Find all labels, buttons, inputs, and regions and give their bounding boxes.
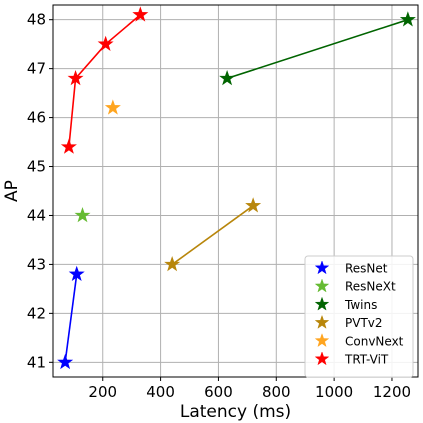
data-point-star — [399, 11, 416, 27]
data-point-star — [57, 353, 74, 370]
series-lines — [64, 14, 409, 363]
y-tick-label: 41 — [27, 353, 46, 371]
x-tick-label: 600 — [204, 383, 233, 401]
legend-label: ConvNext — [345, 334, 404, 348]
legend-label: ResNet — [345, 262, 388, 276]
y-tick-label: 47 — [27, 60, 46, 78]
x-axis-label: Latency (ms) — [180, 402, 291, 422]
series-line — [226, 18, 409, 80]
legend-marker — [314, 333, 330, 348]
legend: ResNet ResNeXt Twins PVTv2 ConvNext TRT-ViT — [304, 255, 414, 378]
y-axis-label: AP — [2, 180, 22, 202]
data-point-star — [104, 99, 121, 115]
series-line — [64, 274, 78, 363]
data-point-star — [60, 138, 77, 154]
legend-marker — [314, 314, 330, 329]
data-point-star — [132, 6, 149, 22]
legend-marker — [314, 296, 330, 311]
x-tick-label: 200 — [88, 383, 117, 401]
legend-marker — [314, 278, 330, 293]
data-point-star — [74, 207, 91, 223]
tick-labels: 200 400 600 800 1000 1200 41 42 43 44 45 46 47 48 — [27, 11, 411, 401]
legend-marker — [314, 260, 330, 275]
legend-label: ResNeXt — [345, 280, 396, 294]
series-markers — [57, 6, 416, 370]
y-tick-label: 46 — [27, 109, 46, 127]
legend-box — [304, 255, 414, 378]
x-tick-label: 800 — [262, 383, 291, 401]
legend-label: PVTv2 — [345, 316, 383, 330]
plot-frame — [52, 4, 419, 378]
data-point-star — [164, 256, 181, 272]
data-point-star — [67, 70, 84, 86]
series-line — [68, 14, 141, 148]
x-tick-label: 400 — [146, 383, 175, 401]
data-point-star — [97, 35, 114, 51]
y-tick-label: 45 — [27, 158, 46, 176]
legend-label: TRT-ViT — [344, 353, 389, 367]
data-point-star — [68, 265, 85, 282]
data-point-star — [219, 70, 236, 86]
legend-label: Twins — [344, 298, 377, 312]
series-line — [171, 205, 254, 266]
data-point-star — [245, 197, 262, 213]
y-tick-label: 44 — [27, 206, 46, 224]
x-tick-label: 1000 — [315, 383, 353, 401]
x-tick-label: 1200 — [373, 383, 411, 401]
legend-marker — [314, 351, 330, 366]
grid — [53, 5, 418, 377]
y-tick-label: 42 — [27, 304, 46, 322]
y-tick-label: 43 — [27, 255, 46, 273]
y-tick-label: 48 — [27, 11, 46, 29]
